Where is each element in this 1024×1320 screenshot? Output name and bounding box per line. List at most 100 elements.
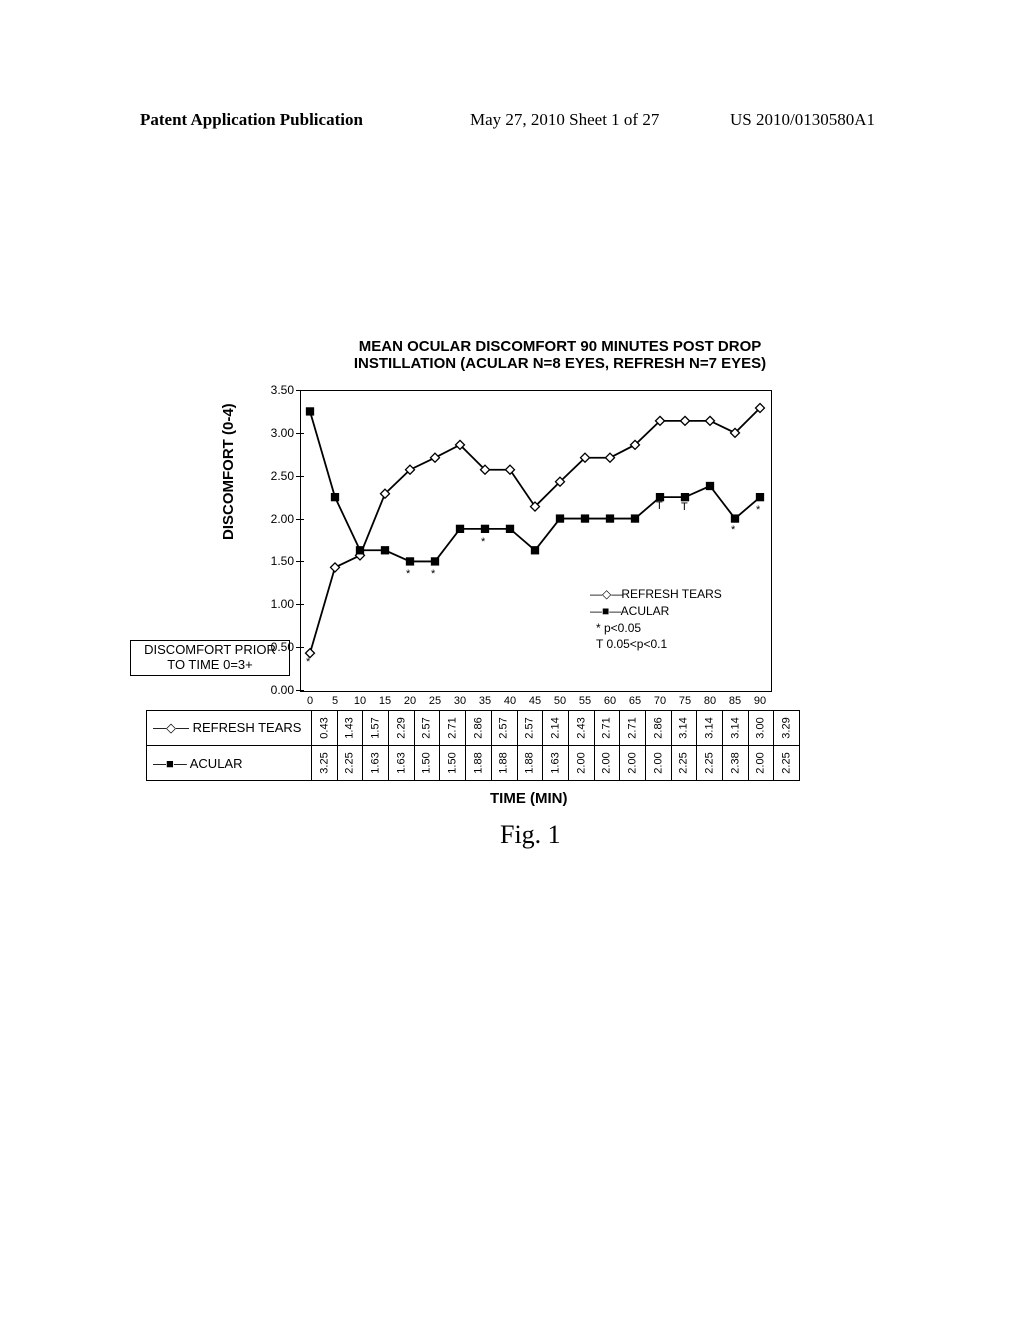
table-cell: 1.63: [543, 746, 569, 781]
x-tick-label: 10: [350, 695, 370, 707]
table-cell: 2.86: [645, 711, 671, 746]
x-tick-label: 45: [525, 695, 545, 707]
series-marker: [682, 494, 689, 501]
x-tick-label: 35: [475, 695, 495, 707]
y-axis-label: DISCOMFORT (0-4): [220, 403, 237, 540]
table-cell: 3.25: [312, 746, 338, 781]
y-tick-mark: [296, 647, 304, 648]
series-marker: [307, 408, 314, 415]
x-tick-label: 0: [300, 695, 320, 707]
x-axis-label: TIME (MIN): [490, 790, 567, 807]
x-tick-label: 75: [675, 695, 695, 707]
note-l1: DISCOMFORT PRIOR: [144, 642, 276, 657]
significance-marker: T: [681, 501, 688, 513]
x-tick-label: 85: [725, 695, 745, 707]
table-cell: 2.57: [491, 711, 517, 746]
series-marker: [532, 547, 539, 554]
y-tick-mark: [296, 604, 304, 605]
x-tick-label: 70: [650, 695, 670, 707]
x-tick-label: 65: [625, 695, 645, 707]
chart-title-l2: INSTILLATION (ACULAR N=8 EYES, REFRESH N…: [354, 355, 766, 372]
y-tick-mark: [296, 519, 304, 520]
series-marker: [332, 494, 339, 501]
series-marker: [582, 515, 589, 522]
table-cell: 2.25: [774, 746, 800, 781]
table-cell: 2.14: [543, 711, 569, 746]
legend-acular-label: ACULAR: [621, 604, 670, 618]
table-cell: 1.88: [491, 746, 517, 781]
table-cell: 3.00: [748, 711, 774, 746]
x-tick-label: 60: [600, 695, 620, 707]
series-marker: [457, 525, 464, 532]
table-cell: 2.57: [414, 711, 440, 746]
x-tick-label: 40: [500, 695, 520, 707]
significance-marker: *: [731, 524, 735, 536]
series-marker: [707, 483, 714, 490]
table-cell: 2.71: [620, 711, 646, 746]
table-cell: 1.57: [363, 711, 389, 746]
legend: —◇— REFRESH TEARS —■— ACULAR * p<0.05 T …: [590, 586, 722, 653]
legend-refresh: —◇— REFRESH TEARS: [590, 586, 722, 603]
series-marker: [331, 563, 340, 572]
table-row-label: —■— ACULAR: [147, 746, 312, 781]
table-cell: 2.00: [620, 746, 646, 781]
series-marker: [507, 525, 514, 532]
header-left: Patent Application Publication: [140, 110, 363, 130]
y-tick-label: 3.50: [254, 383, 294, 397]
table-cell: 3.14: [697, 711, 723, 746]
header-middle: May 27, 2010 Sheet 1 of 27: [470, 110, 659, 130]
table-cell: 2.25: [337, 746, 363, 781]
note-l2: TO TIME 0=3+: [167, 657, 253, 672]
series-marker: [407, 558, 414, 565]
series-marker: [382, 547, 389, 554]
figure-label: Fig. 1: [500, 820, 561, 850]
y-tick-label: 2.50: [254, 469, 294, 483]
table-cell: 2.71: [594, 711, 620, 746]
significance-marker: T: [656, 500, 663, 512]
table-cell: 1.43: [337, 711, 363, 746]
legend-acular: —■— ACULAR: [590, 603, 722, 620]
table-row: —■— ACULAR3.252.251.631.631.501.501.881.…: [147, 746, 800, 781]
table-cell: 2.38: [723, 746, 749, 781]
y-tick-label: 1.50: [254, 554, 294, 568]
significance-marker: *: [756, 504, 760, 516]
table-cell: 2.00: [568, 746, 594, 781]
series-line: [310, 411, 760, 561]
series-marker: [482, 525, 489, 532]
series-marker: [607, 515, 614, 522]
x-tick-label: 90: [750, 695, 770, 707]
table-cell: 1.88: [466, 746, 492, 781]
x-tick-label: 20: [400, 695, 420, 707]
square-icon: —■—: [590, 603, 618, 620]
header-right: US 2010/0130580A1: [730, 110, 875, 130]
table-cell: 2.25: [671, 746, 697, 781]
y-tick-mark: [296, 561, 304, 562]
series-marker: [732, 515, 739, 522]
y-tick-label: 2.00: [254, 512, 294, 526]
table-cell: 3.14: [723, 711, 749, 746]
data-table: —◇— REFRESH TEARS0.431.431.572.292.572.7…: [146, 710, 800, 781]
discomfort-prior-note: DISCOMFORT PRIOR TO TIME 0=3+: [130, 640, 290, 676]
table-cell: 2.43: [568, 711, 594, 746]
diamond-icon: —◇—: [590, 586, 618, 603]
x-tick-label: 25: [425, 695, 445, 707]
table-cell: 3.29: [774, 711, 800, 746]
x-tick-label: 55: [575, 695, 595, 707]
x-tick-label: 30: [450, 695, 470, 707]
table-cell: 2.86: [466, 711, 492, 746]
series-marker: [432, 558, 439, 565]
series-marker: [757, 494, 764, 501]
significance-marker: *: [306, 656, 310, 668]
legend-p01: T 0.05<p<0.1: [590, 636, 722, 653]
table-cell: 2.00: [594, 746, 620, 781]
significance-marker: *: [406, 568, 410, 580]
table-cell: 2.00: [645, 746, 671, 781]
table-cell: 2.57: [517, 711, 543, 746]
legend-p05: * p<0.05: [590, 620, 722, 637]
x-tick-label: 5: [325, 695, 345, 707]
y-tick-mark: [296, 690, 304, 691]
series-marker: [632, 515, 639, 522]
table-cell: 2.00: [748, 746, 774, 781]
table-cell: 1.63: [363, 746, 389, 781]
y-tick-mark: [296, 390, 304, 391]
